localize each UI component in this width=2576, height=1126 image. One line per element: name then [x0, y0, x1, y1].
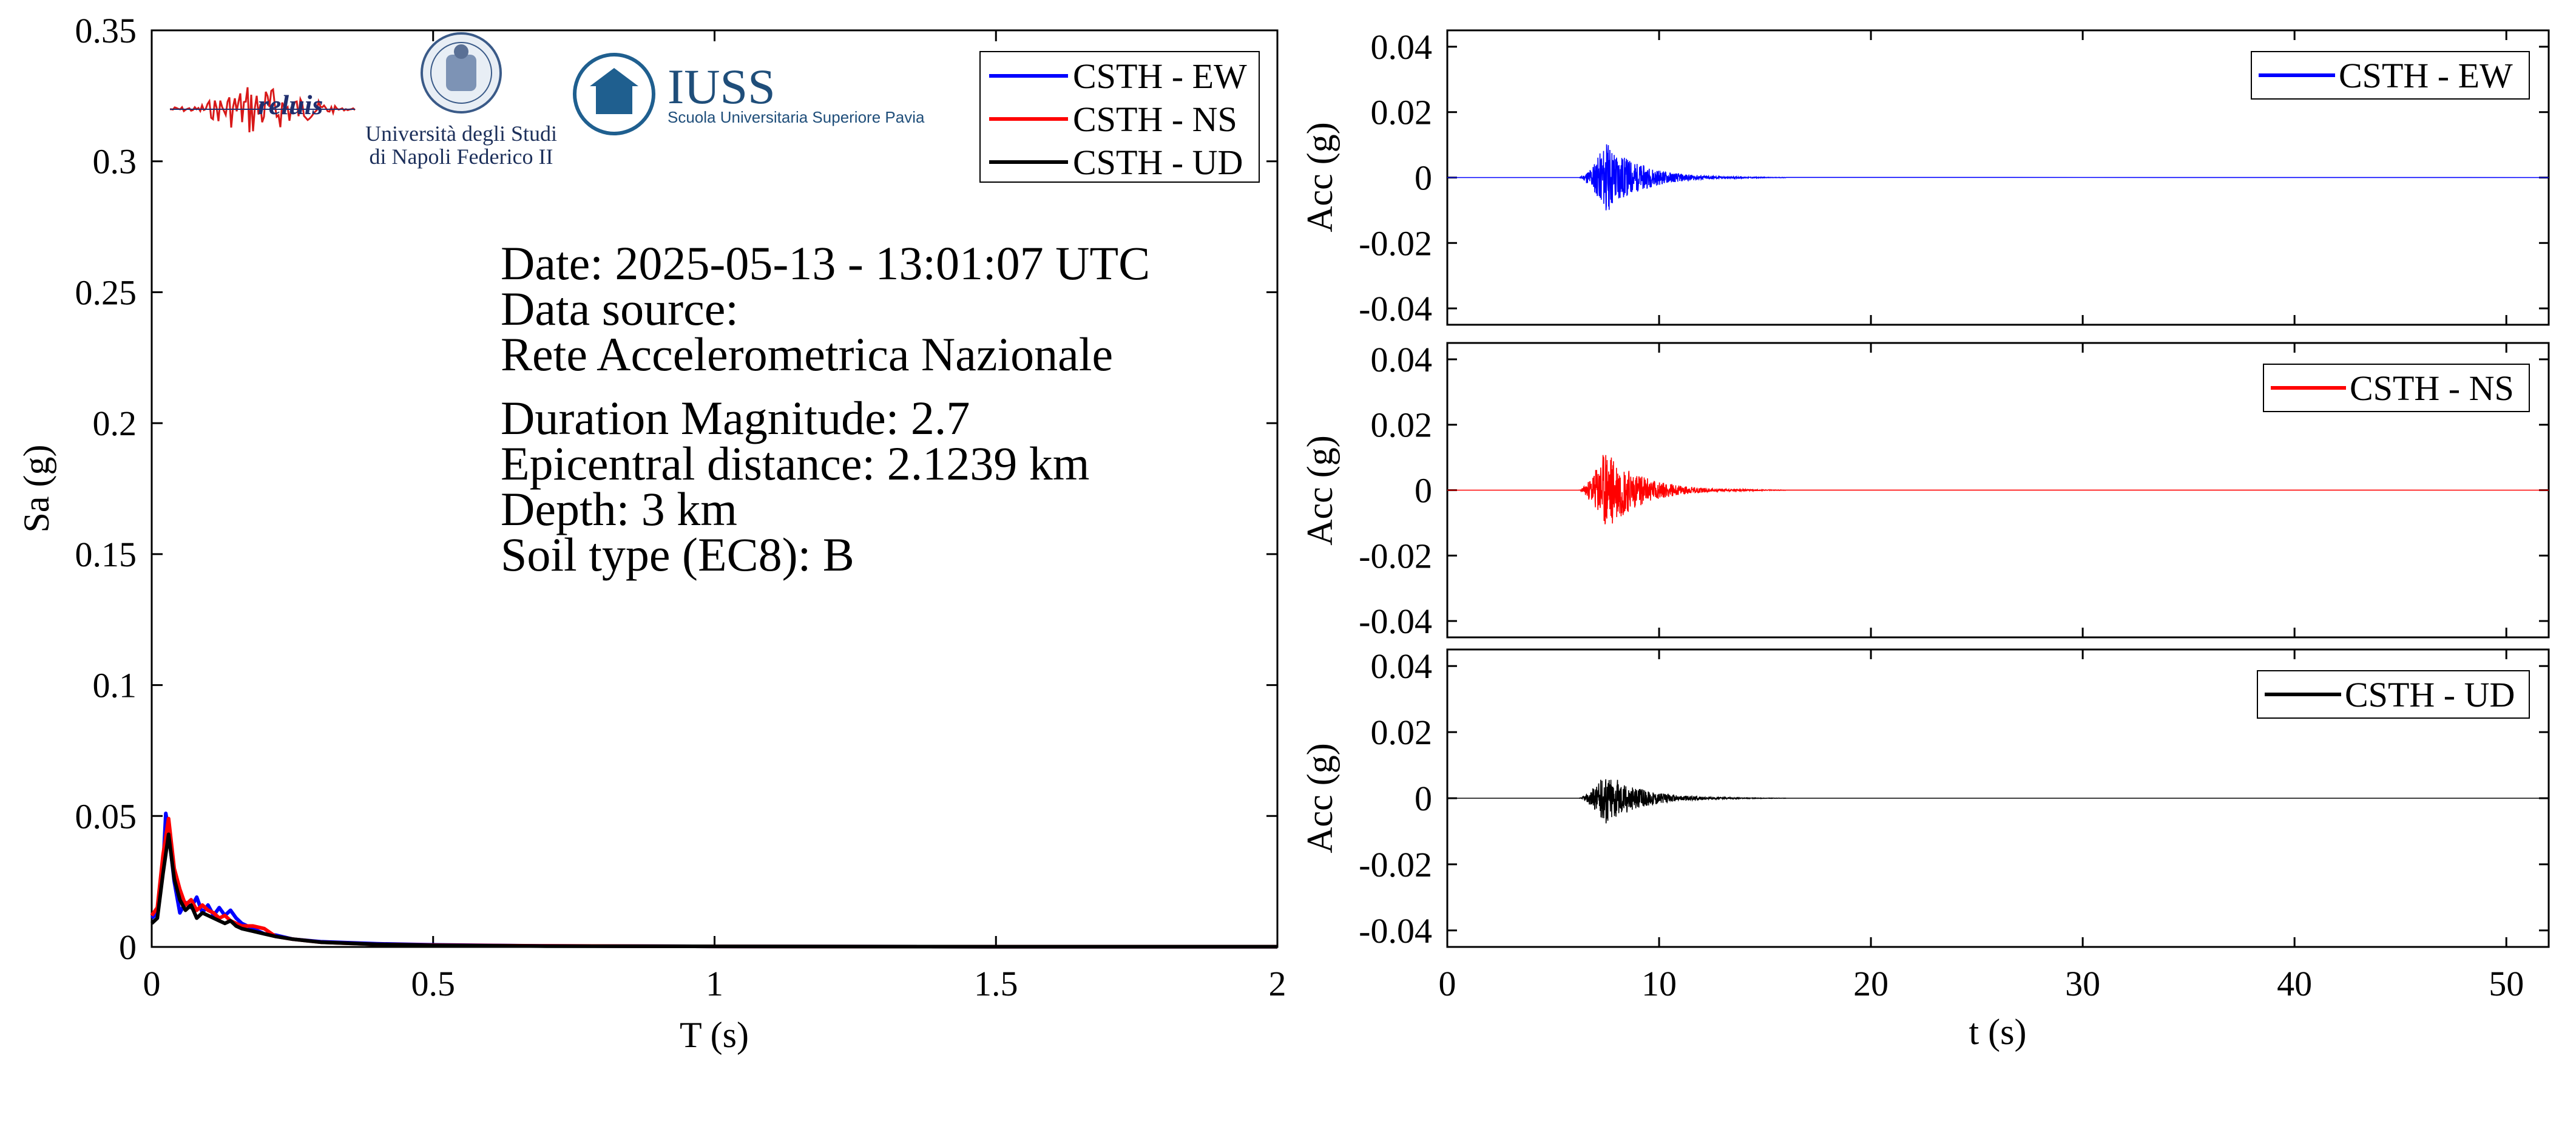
acc-trace-line	[1447, 779, 2549, 824]
svg-text:Scuola Universitaria Superiore: Scuola Universitaria Superiore Pavia	[668, 108, 925, 126]
info-source-value: Rete Accelerometrica Nazionale	[501, 328, 1113, 381]
reluis-logo: reluis	[169, 87, 356, 132]
acc-y-tick-label: -0.04	[1359, 289, 1432, 328]
info-source-label: Data source:	[501, 282, 739, 335]
acc-y-tick-label: -0.04	[1359, 911, 1432, 951]
acc-x-tick-label: 20	[1853, 964, 1888, 1003]
acc-y-tick-label: -0.04	[1359, 602, 1432, 641]
spectrum-x-tick-label: 0.5	[411, 964, 456, 1003]
unina-logo: Università degli Studi di Napoli Federic…	[365, 32, 557, 169]
acc-y-tick-label: 0.02	[1371, 405, 1433, 445]
spectrum-y-tick-label: 0.15	[75, 535, 137, 574]
acc-ew-y-axis-label: Acc (g)	[1300, 122, 1340, 232]
info-distance: Epicentral distance: 2.1239 km	[501, 437, 1089, 490]
acc-y-tick-label: -0.02	[1359, 845, 1432, 884]
acc-trace-ns	[1447, 455, 2549, 524]
acc-trace-ew	[1447, 144, 2549, 211]
spectrum-x-tick-label: 2	[1269, 964, 1286, 1003]
legend-label-ns: CSTH - NS	[1073, 100, 1237, 139]
spectrum-curves	[150, 812, 1277, 949]
info-soil: Soil type (EC8): B	[501, 528, 854, 581]
acc-ew-legend: CSTH - EW	[2251, 51, 2530, 100]
acc-y-tick-label: 0.02	[1371, 93, 1433, 132]
legend-label-ew: CSTH - EW	[1073, 56, 1247, 96]
acc-trace-line	[1447, 144, 2549, 211]
acc-ud-y-axis-label: Acc (g)	[1300, 743, 1340, 853]
acc-x-tick-label: 0	[1439, 964, 1456, 1003]
info-date: Date: 2025-05-13 - 13:01:07 UTC	[501, 237, 1150, 290]
acc-panel-ns: -0.04 -0.02 0 0.02 0.04 Acc (g) CSTH - NS	[1300, 340, 2550, 641]
acc-y-tick-label: 0	[1415, 471, 1432, 510]
info-magnitude: Duration Magnitude: 2.7	[501, 392, 970, 444]
acc-y-tick-label: 0.04	[1371, 646, 1433, 686]
acc-ud-legend-label: CSTH - UD	[2345, 675, 2515, 714]
spectrum-x-tick-label: 0	[143, 964, 161, 1003]
spectrum-y-tick-label: 0.05	[75, 796, 137, 836]
spectrum-y-tick-label: 0	[119, 928, 137, 967]
spectrum-axes-box	[150, 29, 1279, 948]
spectrum-x-tick-label: 1.5	[974, 964, 1018, 1003]
spectrum-x-axis-label: T (s)	[680, 1015, 749, 1055]
spectrum-x-tick-label: 1	[706, 964, 723, 1003]
info-depth: Depth: 3 km	[501, 483, 737, 535]
acc-ns-y-axis-label: Acc (g)	[1300, 435, 1340, 546]
spectrum-ticks: 0 0.5 1 1.5 2 0 0.05 0.1 0.15 0.2 0.25 0.3 0.35	[75, 11, 1286, 1003]
acc-x-tick-label: 50	[2489, 964, 2524, 1003]
iuss-logo: IUSS Scuola Universitaria Superiore Pavi…	[573, 53, 925, 135]
acc-y-tick-label: -0.02	[1359, 536, 1432, 575]
spectrum-panel: 0 0.5 1 1.5 2 0 0.05 0.1 0.15 0.2 0.25 0.3 0.35 T (s…	[16, 11, 1286, 1055]
event-info: Date: 2025-05-13 - 13:01:07 UTC Data sou…	[501, 237, 1150, 581]
spectrum-y-axis-label: Sa (g)	[16, 445, 56, 533]
spectrum-legend: CSTH - EW CSTH - NS CSTH - UD	[979, 51, 1260, 183]
acc-y-tick-label: 0.04	[1371, 27, 1433, 67]
spectrum-series-ud	[150, 832, 1277, 949]
acc-ud-legend: CSTH - UD	[2257, 670, 2530, 719]
acc-trace-ud	[1447, 779, 2549, 824]
svg-text:IUSS: IUSS	[668, 59, 776, 114]
acc-y-tick-label: 0.04	[1371, 340, 1433, 379]
acc-x-tick-label: 40	[2277, 964, 2312, 1003]
spectrum-y-tick-label: 0.3	[93, 142, 137, 181]
acc-x-axis-label: t (s)	[1969, 1012, 2027, 1052]
acc-y-tick-label: 0.02	[1371, 713, 1433, 752]
acc-y-tick-label: 0	[1415, 158, 1432, 198]
legend-label-ud: CSTH - UD	[1073, 143, 1243, 182]
svg-text:Università degli Studi: Università degli Studi	[365, 121, 557, 146]
svg-text:di Napoli Federico II: di Napoli Federico II	[370, 144, 553, 169]
reluis-wave-mark	[169, 87, 356, 132]
acc-panel-ud: -0.04 -0.02 0 0.02 0.04 0 10 20 30 40 50 Acc (g) t…	[1300, 646, 2550, 1052]
spectrum-y-tick-label: 0.1	[93, 666, 137, 705]
acc-x-tick-label: 10	[1641, 964, 1677, 1003]
acc-ns-legend-label: CSTH - NS	[2350, 368, 2514, 408]
acc-y-tick-label: -0.02	[1359, 223, 1432, 263]
acc-x-tick-label: 30	[2065, 964, 2100, 1003]
spectrum-y-tick-label: 0.2	[93, 404, 137, 443]
svg-text:reluis: reluis	[258, 89, 323, 120]
acc-y-tick-label: 0	[1415, 779, 1432, 818]
acc-ew-legend-label: CSTH - EW	[2339, 56, 2513, 95]
acc-ns-legend: CSTH - NS	[2263, 364, 2530, 412]
acc-trace-line	[1447, 455, 2549, 524]
spectrum-y-tick-label: 0.35	[75, 11, 137, 50]
spectrum-y-tick-label: 0.25	[75, 273, 137, 312]
acc-panel-ew: -0.04 -0.02 0 0.02 0.04 Acc (g) CSTH - EW	[1300, 27, 2550, 328]
